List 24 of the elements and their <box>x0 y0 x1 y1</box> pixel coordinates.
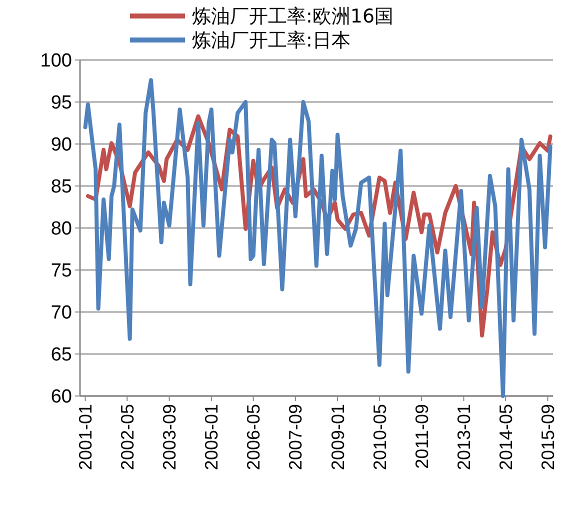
y-tick-label: 60 <box>50 386 72 408</box>
x-tick-label: 2003-09 <box>160 404 180 470</box>
y-tick-label: 85 <box>50 176 72 198</box>
x-tick-label: 2002-05 <box>117 404 138 470</box>
legend-label: 炼油厂开工率:欧洲16国 <box>192 6 394 28</box>
y-tick-label: 90 <box>50 134 72 156</box>
x-tick-label: 2013-01 <box>454 404 474 470</box>
x-tick-label: 2001-01 <box>76 404 96 470</box>
y-tick-label: 100 <box>40 50 72 72</box>
line-series <box>83 78 552 398</box>
x-tick-label: 2005-01 <box>202 404 222 470</box>
y-tick-label: 75 <box>50 260 72 282</box>
x-tick-label: 2011-09 <box>412 404 432 469</box>
y-tick-label: 70 <box>50 302 72 324</box>
legend-label: 炼油厂开工率:日本 <box>192 30 350 52</box>
x-tick-label: 2014-05 <box>496 404 516 470</box>
y-tick-label: 65 <box>50 344 72 366</box>
y-tick-label: 80 <box>50 218 72 240</box>
x-tick-label: 2009-01 <box>328 404 348 470</box>
x-tick-label: 2006-05 <box>244 404 264 470</box>
x-tick-label: 2010-05 <box>370 404 390 470</box>
x-tick-label: 2015-09 <box>538 404 558 470</box>
x-tick-label: 2007-09 <box>286 404 306 470</box>
y-tick-label: 95 <box>50 92 72 114</box>
